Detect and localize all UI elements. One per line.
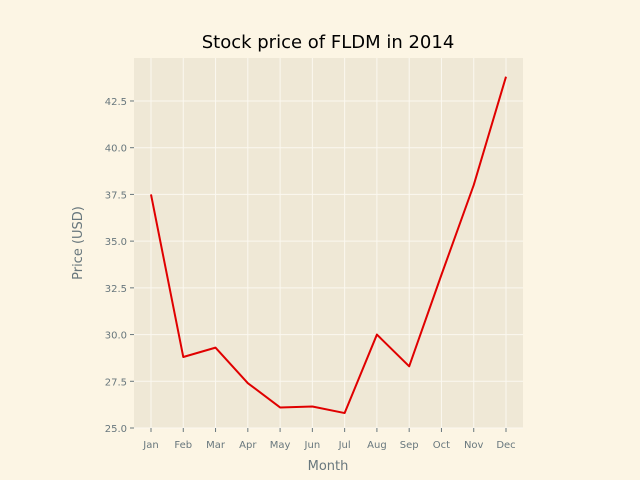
price-line	[150, 76, 507, 415]
y-tick-label: 32.5	[105, 284, 127, 295]
x-tick-label: Dec	[496, 440, 515, 451]
y-tick-label: 37.5	[105, 190, 127, 201]
x-tick-label: Nov	[464, 440, 484, 451]
x-tick-label: Sep	[400, 440, 419, 451]
x-axis-ticks: Jan Feb Mar Apr May Jun Jul Aug Sep Oct Nov Dec	[142, 428, 516, 451]
y-gridlines	[134, 100, 523, 429]
y-tick-label: 40.0	[105, 144, 127, 155]
x-gridlines	[150, 58, 507, 428]
y-axis-ticks: 25.0 27.5 30.0 32.5 35.0 37.5 40.0 42.5	[105, 97, 134, 435]
y-tick-label: 27.5	[105, 377, 127, 388]
chart-title: Stock price of FLDM in 2014	[202, 32, 455, 53]
x-tick-label: Mar	[206, 440, 226, 451]
y-axis-label: Price (USD)	[71, 206, 86, 280]
plot-area	[134, 58, 523, 428]
x-tick-label: Jul	[338, 440, 351, 451]
x-tick-label: Jun	[304, 440, 321, 451]
x-tick-label: May	[270, 440, 291, 451]
x-tick-label: Apr	[239, 440, 257, 451]
x-axis-label: Month	[308, 459, 349, 474]
x-tick-label: Jan	[142, 440, 158, 451]
y-tick-label: 30.0	[105, 331, 127, 342]
y-tick-label: 25.0	[105, 424, 127, 435]
x-tick-label: Aug	[367, 440, 387, 451]
x-tick-label: Feb	[174, 440, 192, 451]
y-tick-label: 42.5	[105, 97, 127, 108]
y-tick-label: 35.0	[105, 237, 127, 248]
x-tick-label: Oct	[433, 440, 450, 451]
